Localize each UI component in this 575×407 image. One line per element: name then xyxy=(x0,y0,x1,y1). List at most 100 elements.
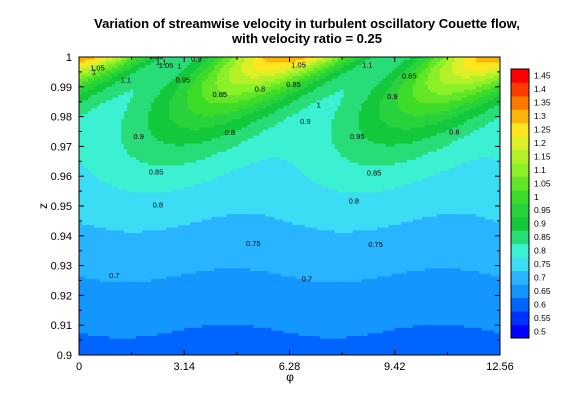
contour-cell xyxy=(316,94,321,99)
contour-cell xyxy=(79,57,83,61)
contour-cell xyxy=(199,78,203,82)
contour-cell xyxy=(382,86,387,91)
contour-cell xyxy=(133,92,137,96)
contour-cell xyxy=(271,89,276,93)
contour-cell xyxy=(136,78,140,82)
contour-cell xyxy=(247,111,252,115)
contour-cell xyxy=(361,108,366,112)
contour-cell xyxy=(151,65,155,69)
contour-cell xyxy=(313,105,318,110)
contour-cell xyxy=(349,78,354,82)
contour-cell xyxy=(448,108,453,112)
contour-cell xyxy=(169,75,173,80)
contour-cell xyxy=(454,81,459,85)
contour-cell xyxy=(238,59,242,64)
contour-cell xyxy=(439,105,444,110)
contour-cell xyxy=(238,97,242,101)
contour-cell xyxy=(370,65,375,69)
contour-cell xyxy=(376,67,381,72)
contour-cell xyxy=(250,92,255,96)
contour-cell xyxy=(277,67,282,72)
contour-cell xyxy=(190,113,194,118)
contour-cell xyxy=(175,62,179,66)
contour-cell xyxy=(103,92,107,96)
contour-cell xyxy=(169,103,173,107)
contour-cell xyxy=(289,84,294,88)
contour-cell xyxy=(382,84,387,88)
contour-cell xyxy=(469,100,474,104)
contour-cell xyxy=(418,70,423,74)
contour-cell xyxy=(316,65,321,69)
contour-cell xyxy=(202,67,206,72)
contour-cell xyxy=(157,89,161,93)
contour-cell xyxy=(265,108,270,112)
contour-cell xyxy=(319,92,324,96)
contour-cell xyxy=(355,86,360,91)
contour-cell xyxy=(88,86,92,91)
contour-cell xyxy=(124,62,128,66)
contour-cell xyxy=(307,113,312,118)
contour-cell xyxy=(409,67,414,72)
contour-cell xyxy=(322,111,327,115)
contour-cell xyxy=(388,67,393,72)
contour-cell xyxy=(262,70,267,74)
contour-cell xyxy=(319,94,324,99)
contour-cell xyxy=(286,97,291,101)
contour-cell xyxy=(175,92,179,96)
contour-cell xyxy=(193,84,197,88)
contour-cell xyxy=(175,84,179,88)
contour-cell xyxy=(331,67,336,72)
contour-cell xyxy=(304,78,309,82)
contour-cell xyxy=(271,103,276,107)
contour-cell xyxy=(403,105,408,110)
contour-cell xyxy=(118,57,122,61)
contour-cell xyxy=(445,78,450,82)
contour-cell xyxy=(187,92,191,96)
contour-cell xyxy=(124,108,128,112)
contour-cell xyxy=(94,59,98,64)
contour-cell xyxy=(253,103,258,107)
contour-cell xyxy=(409,111,414,115)
contour-cell xyxy=(160,89,164,93)
contour-cell xyxy=(415,81,420,85)
contour-cell xyxy=(298,89,303,93)
contour-cell xyxy=(352,92,357,96)
contour-cell xyxy=(139,59,143,64)
contour-cell xyxy=(271,75,276,80)
contour-cell xyxy=(463,73,468,77)
contour-cell xyxy=(484,105,489,110)
contour-cell xyxy=(451,92,456,96)
contour-cell xyxy=(340,65,345,69)
contour-cell xyxy=(466,97,471,101)
contour-cell xyxy=(205,59,209,64)
contour-cell xyxy=(205,84,209,88)
contour-cell xyxy=(436,81,441,85)
contour-cell xyxy=(220,94,224,99)
contour-cell xyxy=(241,86,245,91)
contour-cell xyxy=(94,113,98,118)
contour-cell xyxy=(235,78,239,82)
contour-cell xyxy=(85,89,89,93)
contour-cell xyxy=(145,100,149,104)
contour-cell xyxy=(493,89,498,93)
contour-cell xyxy=(331,57,336,61)
contour-cell xyxy=(400,92,405,96)
contour-cell xyxy=(355,105,360,110)
contour-cell xyxy=(202,70,206,74)
contour-cell xyxy=(349,75,354,80)
contour-cell xyxy=(100,73,104,77)
contour-cell xyxy=(334,81,339,85)
contour-cell xyxy=(496,105,500,110)
contour-cell xyxy=(349,65,354,69)
contour-cell xyxy=(217,62,221,66)
contour-cell xyxy=(310,111,315,115)
contour-cell xyxy=(355,103,360,107)
contour-cell xyxy=(292,67,297,72)
contour-cell xyxy=(418,108,423,112)
contour-cell xyxy=(241,75,245,80)
contour-cell xyxy=(409,57,414,61)
contour-cell xyxy=(205,62,209,66)
contour-cell xyxy=(472,103,477,107)
contour-cell xyxy=(202,59,206,64)
contour-cell xyxy=(178,89,182,93)
